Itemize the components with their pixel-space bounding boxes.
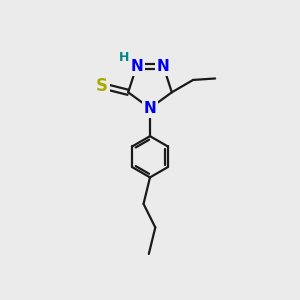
Text: S: S <box>96 77 108 95</box>
Text: N: N <box>144 101 156 116</box>
Text: N: N <box>130 59 143 74</box>
Text: N: N <box>157 59 170 74</box>
Text: H: H <box>119 51 129 64</box>
